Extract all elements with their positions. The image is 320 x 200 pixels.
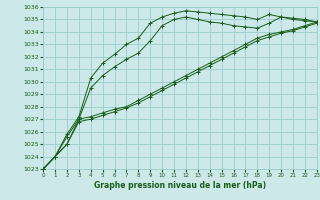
- X-axis label: Graphe pression niveau de la mer (hPa): Graphe pression niveau de la mer (hPa): [94, 181, 266, 190]
